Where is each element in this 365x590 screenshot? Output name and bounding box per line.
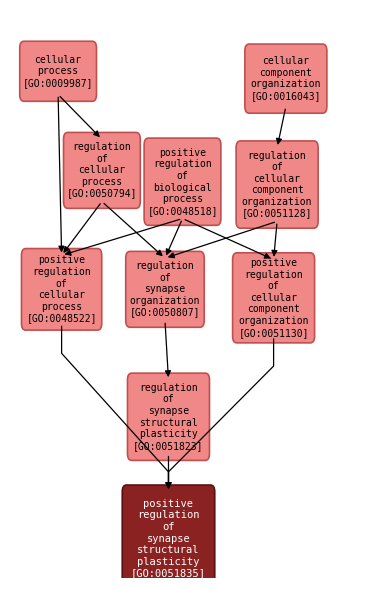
FancyBboxPatch shape (126, 251, 204, 327)
FancyBboxPatch shape (22, 248, 102, 330)
Text: regulation
of
synapse
organization
[GO:0050807]: regulation of synapse organization [GO:0… (130, 261, 200, 317)
FancyBboxPatch shape (236, 141, 318, 228)
Text: regulation
of
synapse
structural
plasticity
[GO:0051823]: regulation of synapse structural plastic… (133, 383, 204, 451)
FancyBboxPatch shape (233, 253, 315, 343)
FancyBboxPatch shape (144, 138, 221, 225)
FancyBboxPatch shape (122, 485, 215, 590)
FancyBboxPatch shape (245, 44, 327, 113)
FancyBboxPatch shape (127, 373, 210, 460)
Text: cellular
component
organization
[GO:0016043]: cellular component organization [GO:0016… (251, 56, 321, 101)
Text: regulation
of
cellular
process
[GO:0050794]: regulation of cellular process [GO:00507… (67, 142, 137, 199)
FancyBboxPatch shape (64, 132, 140, 208)
Text: regulation
of
cellular
component
organization
[GO:0051128]: regulation of cellular component organiz… (242, 150, 312, 218)
Text: positive
regulation
of
biological
process
[GO:0048518]: positive regulation of biological proces… (147, 148, 218, 216)
Text: positive
regulation
of
synapse
structural
plasticity
[GO:0051835]: positive regulation of synapse structura… (131, 499, 206, 578)
Text: positive
regulation
of
cellular
component
organization
[GO:0051130]: positive regulation of cellular componen… (238, 258, 309, 337)
Text: cellular
process
[GO:0009987]: cellular process [GO:0009987] (23, 55, 93, 88)
Text: positive
regulation
of
cellular
process
[GO:0048522]: positive regulation of cellular process … (26, 255, 97, 323)
FancyBboxPatch shape (20, 41, 96, 101)
